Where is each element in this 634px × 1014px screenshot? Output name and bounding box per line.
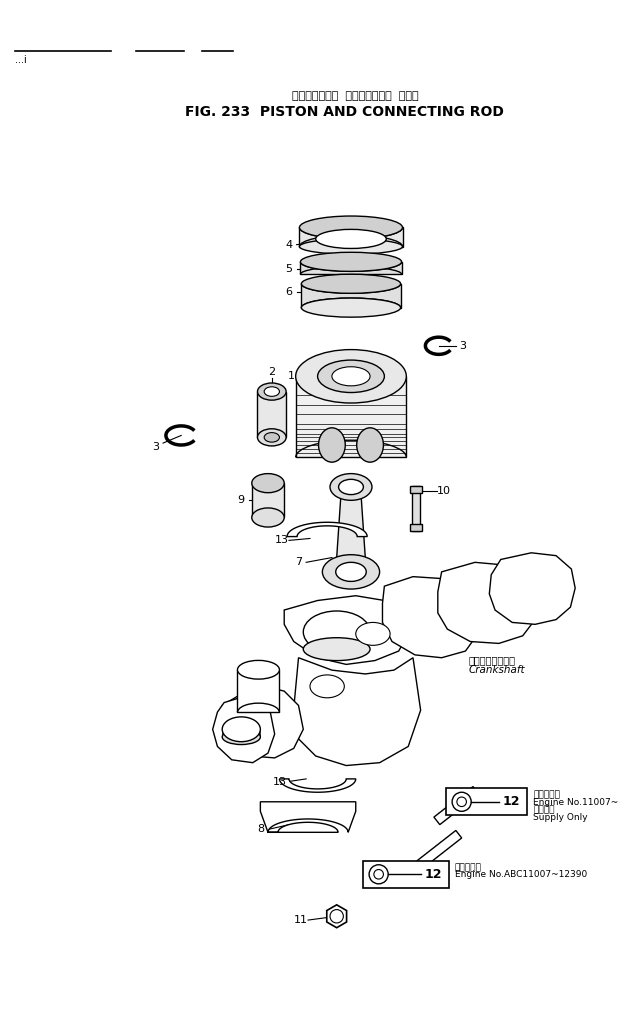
Text: 2: 2	[268, 366, 275, 376]
Text: 10: 10	[437, 486, 451, 496]
Ellipse shape	[252, 474, 284, 493]
Polygon shape	[212, 696, 275, 763]
Ellipse shape	[356, 623, 390, 645]
Text: 4: 4	[285, 239, 292, 249]
Ellipse shape	[301, 252, 401, 272]
Polygon shape	[257, 391, 286, 437]
Polygon shape	[299, 227, 403, 246]
Ellipse shape	[238, 660, 280, 679]
Polygon shape	[301, 284, 401, 307]
Text: 3: 3	[459, 341, 466, 351]
Ellipse shape	[222, 717, 261, 741]
Ellipse shape	[301, 274, 401, 293]
Polygon shape	[280, 779, 356, 792]
Text: ...i: ...i	[15, 55, 27, 65]
Ellipse shape	[295, 350, 406, 403]
Ellipse shape	[301, 298, 401, 317]
Text: 8: 8	[257, 824, 264, 835]
Ellipse shape	[318, 360, 384, 392]
Ellipse shape	[369, 865, 388, 884]
Ellipse shape	[339, 480, 363, 495]
Ellipse shape	[252, 508, 284, 527]
Polygon shape	[284, 595, 408, 664]
Text: ピストンおよび  コネクティング  ロッド: ピストンおよび コネクティング ロッド	[292, 91, 419, 100]
Text: 12: 12	[503, 795, 520, 808]
Ellipse shape	[257, 429, 286, 446]
Text: 7: 7	[295, 558, 302, 567]
Ellipse shape	[222, 729, 261, 744]
Text: 9: 9	[238, 495, 245, 505]
Ellipse shape	[257, 383, 286, 401]
Text: 6: 6	[285, 287, 292, 297]
Bar	[363, 861, 450, 887]
Polygon shape	[336, 487, 366, 572]
Polygon shape	[327, 904, 347, 928]
Text: 5: 5	[285, 265, 292, 275]
Polygon shape	[438, 563, 537, 644]
Polygon shape	[434, 787, 479, 824]
Text: Engine No.ABC11007~12390: Engine No.ABC11007~12390	[455, 870, 587, 879]
Text: クランクシャフト: クランクシャフト	[469, 656, 515, 665]
Ellipse shape	[264, 386, 280, 396]
Text: Crankshaft: Crankshaft	[469, 665, 525, 675]
Ellipse shape	[299, 216, 403, 239]
Polygon shape	[238, 670, 280, 713]
Polygon shape	[303, 632, 370, 649]
Ellipse shape	[303, 638, 370, 660]
Ellipse shape	[318, 428, 346, 462]
Ellipse shape	[316, 229, 386, 248]
Text: 補備品用: 補備品用	[533, 805, 555, 814]
Ellipse shape	[357, 428, 384, 462]
Ellipse shape	[452, 792, 471, 811]
Text: 適用式番号: 適用式番号	[455, 863, 482, 872]
Ellipse shape	[336, 563, 366, 581]
Polygon shape	[222, 729, 261, 737]
Polygon shape	[489, 553, 575, 625]
Text: 13: 13	[273, 777, 287, 787]
Polygon shape	[287, 522, 367, 536]
Polygon shape	[261, 802, 356, 832]
Polygon shape	[410, 524, 422, 531]
Ellipse shape	[457, 797, 467, 806]
Polygon shape	[417, 830, 462, 869]
Text: 3: 3	[152, 442, 159, 452]
Text: 13: 13	[275, 535, 288, 546]
Text: 11: 11	[294, 915, 307, 925]
Polygon shape	[382, 577, 478, 658]
Ellipse shape	[310, 675, 344, 698]
Text: Engine No.11007~: Engine No.11007~	[533, 798, 618, 807]
Polygon shape	[220, 686, 303, 757]
Text: 適用式番号: 適用式番号	[533, 790, 560, 799]
Polygon shape	[295, 376, 406, 457]
Text: FIG. 233  PISTON AND CONNECTING ROD: FIG. 233 PISTON AND CONNECTING ROD	[185, 105, 504, 119]
Ellipse shape	[332, 367, 370, 386]
Ellipse shape	[330, 474, 372, 500]
Polygon shape	[412, 486, 420, 531]
Text: Supply Only: Supply Only	[533, 813, 588, 822]
Text: 12: 12	[424, 868, 442, 881]
Polygon shape	[252, 483, 284, 517]
Ellipse shape	[264, 433, 280, 442]
Ellipse shape	[330, 910, 344, 923]
Polygon shape	[410, 486, 422, 493]
Ellipse shape	[322, 555, 380, 589]
Bar	[446, 789, 527, 815]
Polygon shape	[294, 658, 420, 766]
Text: 1: 1	[287, 371, 294, 381]
Ellipse shape	[303, 611, 370, 653]
Polygon shape	[301, 262, 401, 274]
Ellipse shape	[374, 870, 384, 879]
Ellipse shape	[299, 239, 403, 255]
